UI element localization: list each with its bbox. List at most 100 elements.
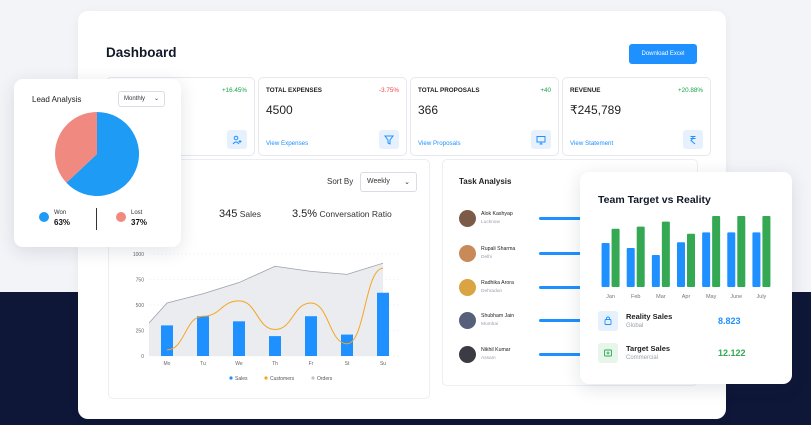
sales-bar xyxy=(341,334,353,356)
x-tick-label: Su xyxy=(380,361,386,367)
target-bar xyxy=(611,228,620,287)
x-tick-label: June xyxy=(730,294,742,300)
x-tick-label: Fr xyxy=(309,361,314,367)
view-expenses-link[interactable]: View Expenses xyxy=(266,140,309,147)
stat-card-revenue: REVENUE +20.88% ₹245,789 View Statement xyxy=(562,77,711,156)
avatar xyxy=(459,346,476,363)
target-sales-label: Target Sales xyxy=(626,344,671,353)
x-tick-label: Jan xyxy=(606,294,615,300)
avatar xyxy=(459,312,476,329)
x-tick-label: St xyxy=(345,361,350,367)
chevron-down-icon: ⌄ xyxy=(404,179,410,186)
reality-bar xyxy=(727,232,736,287)
avatar xyxy=(459,279,476,296)
x-tick-label: July xyxy=(757,294,767,300)
y-tick-label: 250 xyxy=(136,329,145,335)
lost-legend-dot xyxy=(116,212,126,222)
metric-value: 3.5% xyxy=(292,208,318,220)
stat-delta: +20.88% xyxy=(677,87,703,94)
legend-label: Sales xyxy=(235,376,248,382)
legend-dot xyxy=(264,376,268,380)
won-legend-dot xyxy=(39,212,49,222)
download-excel-button[interactable]: Download Excel xyxy=(629,44,697,64)
x-tick-label: Th xyxy=(272,361,278,367)
metric-label: Sales xyxy=(239,209,261,219)
x-tick-label: Feb xyxy=(631,294,640,300)
bag-icon xyxy=(598,311,618,331)
view-proposals-link[interactable]: View Proposals xyxy=(418,140,461,147)
view-statement-link[interactable]: View Statement xyxy=(570,140,614,147)
lead-period-value: Monthly xyxy=(124,96,146,102)
customers-line xyxy=(166,267,384,351)
y-tick-label: 500 xyxy=(136,303,145,309)
stat-card-proposals: TOTAL PROPOSALS +40 366 View Proposals xyxy=(410,77,559,156)
sort-by-label: Sort By xyxy=(327,177,354,186)
target-sales-item: Target Sales Commercial 12.122 xyxy=(598,343,778,367)
team-target-chart: Jan Feb Mar Apr May June July xyxy=(601,216,771,300)
rupee-icon[interactable] xyxy=(683,130,703,149)
x-tick-label: We xyxy=(235,361,243,367)
stat-value: 366 xyxy=(418,103,439,117)
target-sales-value: 12.122 xyxy=(718,348,746,358)
task-person-city: Mumbai xyxy=(481,322,499,327)
y-tick-label: 750 xyxy=(136,278,145,284)
lead-analysis-card: Lead Analysis Monthly ⌄ Won 63% Lost 37% xyxy=(14,79,181,247)
lead-pie-chart xyxy=(55,112,139,196)
presentation-icon[interactable] xyxy=(531,130,551,149)
reality-bar xyxy=(601,242,610,287)
sort-by-dropdown[interactable]: Weekly ⌄ xyxy=(360,172,417,192)
pie-slice-won xyxy=(66,112,139,196)
page-title: Dashboard xyxy=(106,45,177,60)
y-tick-label: 1000 xyxy=(133,252,144,258)
y-tick-label: 0 xyxy=(141,354,144,360)
target-bar xyxy=(661,221,670,287)
team-target-title: Team Target vs Reality xyxy=(598,194,711,206)
lost-value: 37% xyxy=(131,218,148,227)
target-icon xyxy=(598,343,618,363)
legend-label: Orders xyxy=(317,376,333,382)
sales-bar xyxy=(377,292,389,356)
reality-bar xyxy=(626,247,635,287)
x-tick-label: Tu xyxy=(200,361,206,367)
stat-title: TOTAL PROPOSALS xyxy=(418,87,480,94)
x-tick-label: Mar xyxy=(656,294,666,300)
sort-by-value: Weekly xyxy=(367,178,390,185)
stat-card-expenses: TOTAL EXPENSES -3.75% 4500 View Expenses xyxy=(258,77,407,156)
reality-sales-value: 8.823 xyxy=(718,316,741,326)
sales-bar xyxy=(161,325,173,356)
lead-period-dropdown[interactable]: Monthly ⌄ xyxy=(118,91,165,107)
metric-conversion: 3.5% Conversation Ratio xyxy=(292,208,392,220)
won-value: 63% xyxy=(54,218,71,227)
stat-delta: +16.45% xyxy=(221,87,247,94)
task-person-city: Assam xyxy=(481,356,496,361)
sales-bar xyxy=(233,321,245,356)
target-bar xyxy=(762,216,771,287)
legend-dot xyxy=(229,376,233,380)
legend-label: Customers xyxy=(270,376,295,382)
target-bar xyxy=(687,233,695,287)
task-person-city: Lucknow xyxy=(481,220,500,225)
orders-line xyxy=(148,262,384,324)
task-person-name: Alok Kashyap xyxy=(481,211,513,217)
reality-bar xyxy=(677,242,685,287)
lost-label: Lost xyxy=(131,210,143,216)
x-tick-label: Apr xyxy=(682,294,691,300)
stat-delta: +40 xyxy=(540,87,551,94)
sales-chart: 1000 750 500 250 0 Mo Tu We Th Fr St Su Sales Custome… xyxy=(133,252,401,382)
metric-sales: 345 Sales xyxy=(219,208,261,220)
reality-bar xyxy=(752,232,761,287)
stat-value: ₹245,789 xyxy=(570,103,622,117)
chevron-down-icon: ⌄ xyxy=(153,96,159,102)
x-tick-label: May xyxy=(706,294,717,300)
reality-sales-item: Reality Sales Global 8.823 xyxy=(598,311,778,335)
user-add-icon[interactable] xyxy=(227,130,247,149)
target-sales-sub: Commercial xyxy=(626,355,659,361)
task-person-city: Delhi xyxy=(481,255,492,260)
task-person-name: Nikhil Kumar xyxy=(481,347,511,353)
task-person-name: Radhika Arora xyxy=(481,280,514,286)
metric-value: 345 xyxy=(219,208,238,220)
pie-slice-lost xyxy=(55,112,97,183)
task-person-name: Rupali Sharma xyxy=(481,246,516,252)
filter-icon[interactable] xyxy=(379,130,399,149)
target-bar xyxy=(712,216,721,287)
